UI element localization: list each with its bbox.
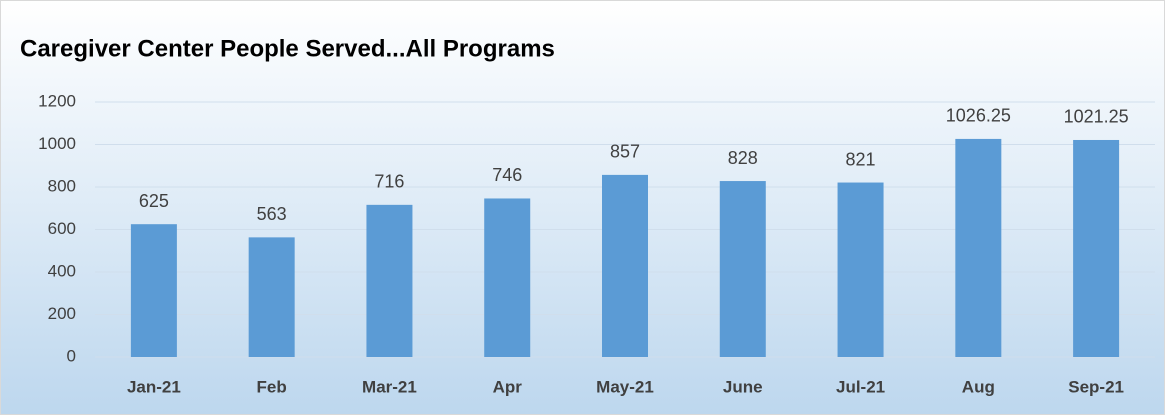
data-label: 1026.25	[946, 106, 1011, 126]
bar	[1073, 139, 1120, 357]
y-tick-label: 400	[48, 261, 76, 280]
data-label: 857	[610, 142, 640, 162]
x-tick-label: May-21	[596, 377, 654, 396]
data-label: 1021.25	[1064, 107, 1129, 127]
y-tick-label: 200	[48, 304, 76, 323]
y-tick-label: 0	[67, 346, 76, 365]
data-label: 716	[374, 172, 404, 192]
data-label: 746	[492, 165, 522, 185]
bar	[837, 182, 884, 357]
bar	[955, 138, 1002, 357]
x-tick-label: Jan-21	[127, 377, 181, 396]
y-tick-label: 800	[48, 176, 76, 195]
chart-title: Caregiver Center People Served...All Pro…	[20, 35, 555, 62]
data-label: 821	[846, 149, 876, 169]
x-tick-label: June	[723, 377, 763, 396]
x-tick-label: Jul-21	[836, 377, 885, 396]
data-label: 828	[728, 148, 758, 168]
data-label: 563	[257, 204, 287, 224]
x-tick-label: Apr	[493, 377, 523, 396]
x-tick-label: Aug	[962, 377, 995, 396]
x-tick-label: Mar-21	[362, 377, 417, 396]
x-tick-label: Feb	[257, 377, 287, 396]
bar	[366, 204, 413, 357]
y-tick-label: 1200	[38, 91, 76, 110]
bar	[130, 224, 177, 357]
data-label: 625	[139, 191, 169, 211]
y-tick-label: 600	[48, 219, 76, 238]
bar	[719, 181, 766, 357]
y-tick-label: 1000	[38, 134, 76, 153]
bar	[248, 237, 295, 357]
bar	[602, 174, 648, 357]
x-tick-label: Sep-21	[1068, 377, 1124, 396]
bar	[484, 198, 531, 357]
